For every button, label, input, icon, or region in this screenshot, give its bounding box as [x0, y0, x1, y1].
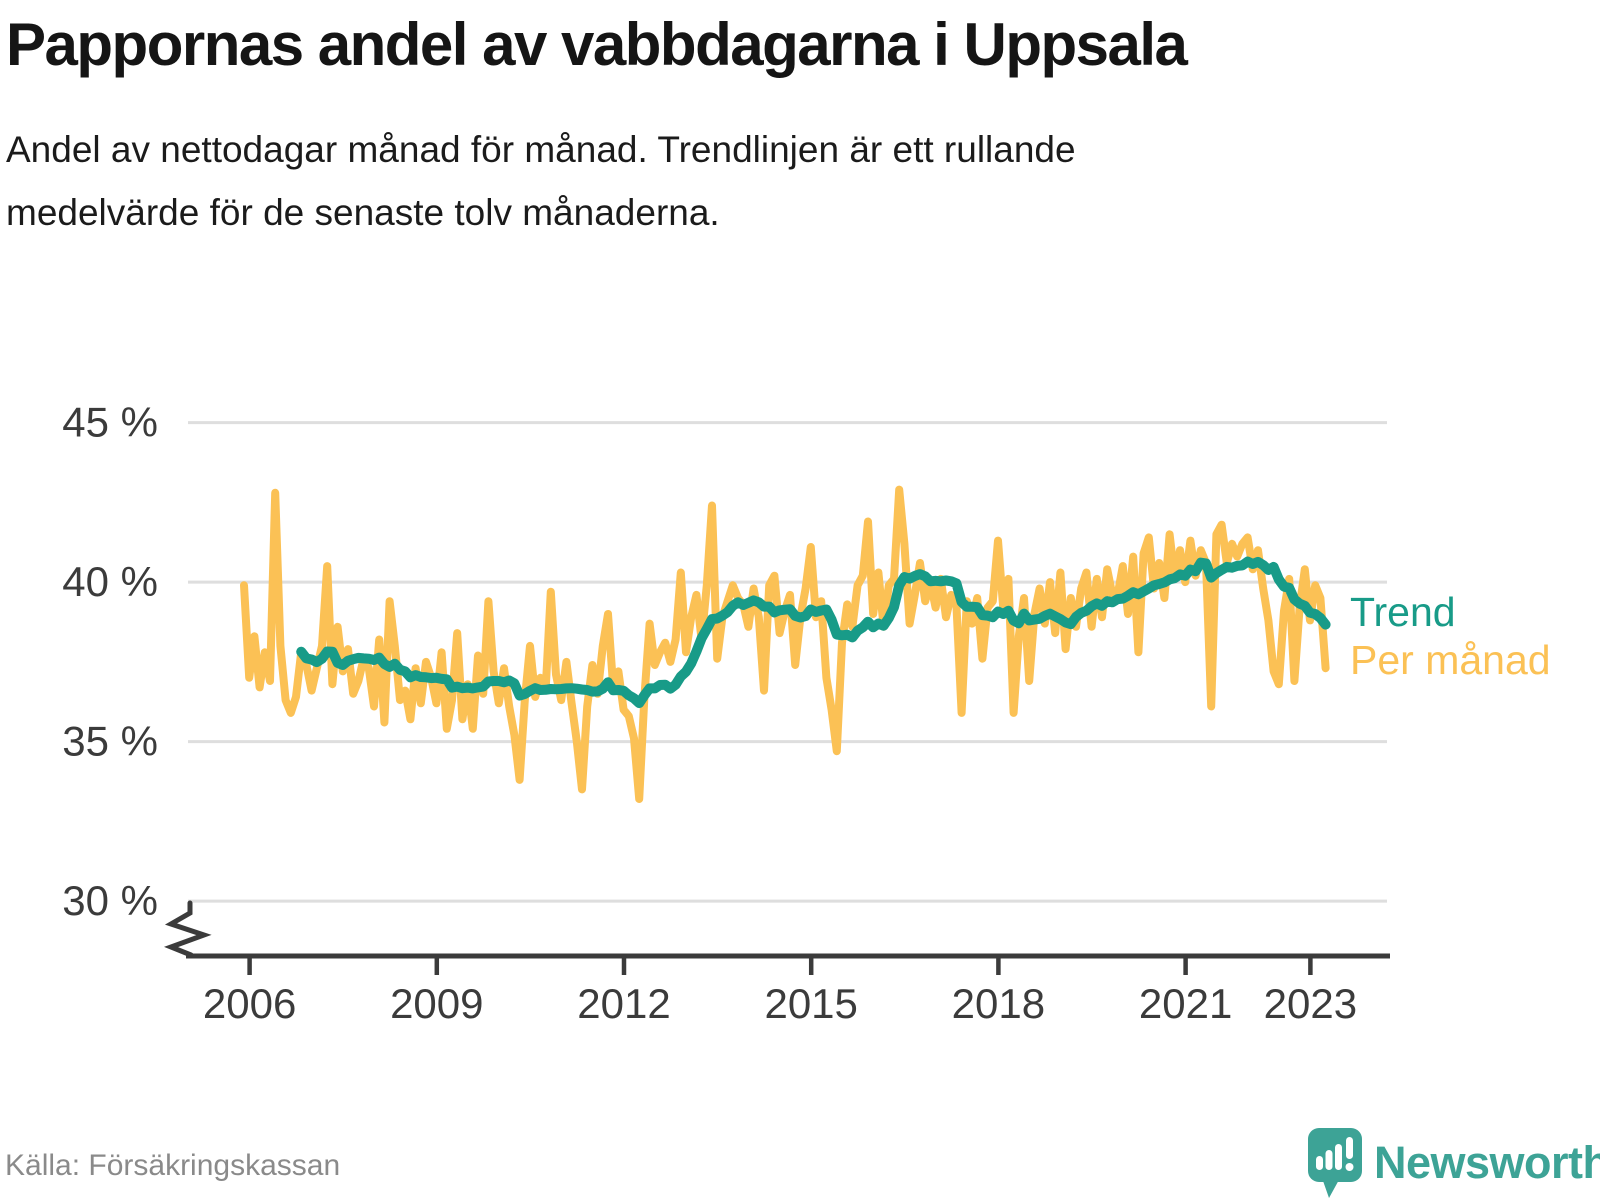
subtitle-line-1: Andel av nettodagar månad för månad. Tre… [6, 129, 1076, 170]
x-axis-ticks [247, 956, 1313, 975]
svg-text:30 %: 30 % [62, 877, 158, 924]
newsworthy-logo-icon [1308, 1128, 1362, 1198]
newsworthy-wordmark: Newsworthy [1374, 1137, 1600, 1188]
svg-text:2018: 2018 [952, 980, 1045, 1027]
per-manad-line [240, 485, 1330, 803]
svg-text:45 %: 45 % [62, 399, 158, 446]
x-axis-labels: 2006 2009 2012 2015 2018 2021 2023 [203, 980, 1357, 1027]
line-chart: 45 % 40 % 35 % 30 % 2006 2009 2012 2015 2018 202… [0, 380, 1600, 1060]
svg-text:35 %: 35 % [62, 718, 158, 765]
svg-text:2015: 2015 [764, 980, 857, 1027]
legend-per-manad-label: Per månad [1350, 637, 1551, 683]
legend-trend-label: Trend [1350, 589, 1456, 635]
source-text: Källa: Försäkringskassan [5, 1149, 341, 1182]
subtitle-line-2: medelvärde för de senaste tolv månaderna… [6, 192, 720, 233]
svg-text:2023: 2023 [1264, 980, 1357, 1027]
svg-text:2012: 2012 [577, 980, 670, 1027]
svg-text:2009: 2009 [390, 980, 483, 1027]
page-title: Pappornas andel av vabbdagarna i Uppsala [6, 11, 1188, 78]
y-axis-labels: 45 % 40 % 35 % 30 % [62, 399, 158, 924]
svg-text:2006: 2006 [203, 980, 296, 1027]
trend-line [296, 556, 1331, 709]
chart-subtitle: Andel av nettodagar månad för månad. Tre… [6, 118, 1076, 244]
svg-text:40 %: 40 % [62, 558, 158, 605]
axis-break-zigzag [163, 900, 212, 958]
chart-canvas: 45 % 40 % 35 % 30 % 2006 2009 2012 2015 2018 202… [62, 399, 1390, 1027]
svg-text:2021: 2021 [1139, 980, 1232, 1027]
